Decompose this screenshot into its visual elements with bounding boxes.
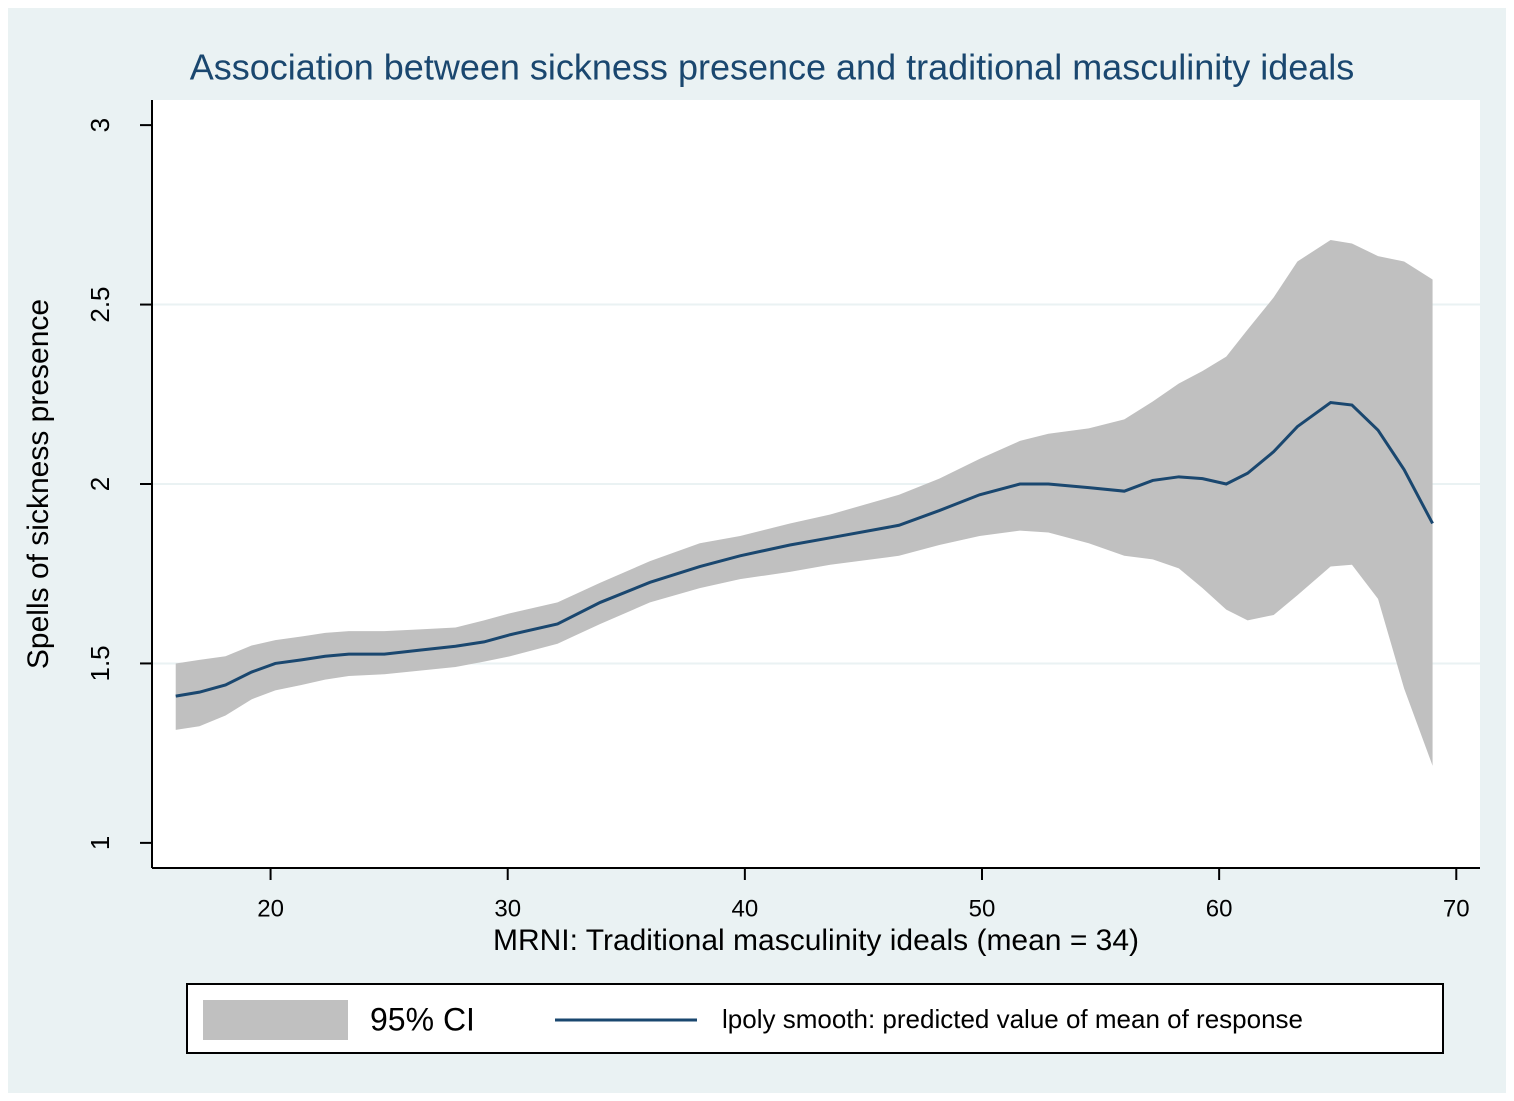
x-tick-label: 30 [494,895,521,922]
y-tick-label: 1 [85,836,115,850]
ci-band [175,239,1433,766]
x-tick-label: 70 [1443,895,1470,922]
legend-box [186,983,1444,1054]
x-tick-label: 40 [732,895,759,922]
x-tick-label: 60 [1206,895,1233,922]
y-axis-title: Spells of sickness presence [22,299,55,669]
x-tick-label: 50 [969,895,996,922]
legend-label: lpoly smooth: predicted value of mean of… [722,1004,1303,1034]
x-axis-title: MRNI: Traditional masculinity ideals (me… [493,924,1139,957]
chart-title: Association between sickness presence an… [190,47,1355,88]
y-tick-label: 3 [85,118,115,132]
y-tick-label: 2 [85,477,115,491]
y-tick-label: 2.5 [85,286,115,322]
legend-swatch [203,1000,348,1040]
smooth-line [175,400,1434,698]
y-tick-label: 1.5 [85,645,115,681]
legend-label: 95% CI [370,1001,475,1037]
x-tick-label: 20 [257,895,284,922]
